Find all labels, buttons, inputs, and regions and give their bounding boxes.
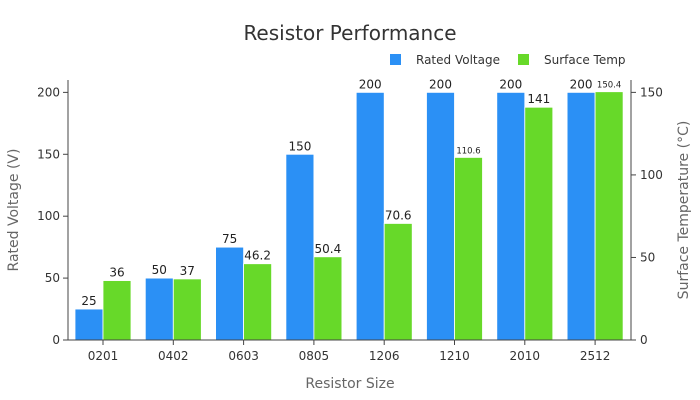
right-tick-label: 0: [640, 333, 648, 347]
bars-group: [74, 91, 624, 341]
legend-swatch-rated-voltage: [390, 54, 401, 65]
left-tick-label: 50: [45, 271, 60, 285]
data-label-surface-temp-1206: 70.6: [385, 208, 412, 222]
bar-rated-voltage-2512: [566, 91, 596, 341]
data-label-surface-temp-0603: 46.2: [244, 249, 271, 263]
left-tick-label: 0: [52, 333, 60, 347]
bar-surface-temp-2010: [524, 106, 554, 341]
x-ticks: 0201 0402 0603 0805 1206 1210 2010 2512: [88, 340, 611, 363]
right-tick-label: 150: [640, 85, 663, 99]
x-axis-title: Resistor Size: [305, 376, 394, 392]
left-tick-label: 100: [37, 209, 60, 223]
x-tick-label-0201: 0201: [88, 349, 119, 363]
data-label-rated-voltage-1210: 200: [429, 77, 452, 91]
bar-surface-temp-2512: [594, 91, 624, 341]
legend-label-rated-voltage: Rated Voltage: [416, 53, 500, 67]
legend-label-surface-temp: Surface Temp: [544, 53, 626, 67]
bar-rated-voltage-1206: [355, 91, 385, 341]
right-y-axis-title: Surface Temperature (°C): [676, 121, 692, 300]
left-y-axis-title: Rated Voltage (V): [6, 149, 22, 272]
data-label-rated-voltage-0805: 150: [288, 139, 311, 153]
data-label-rated-voltage-0603: 75: [222, 232, 237, 246]
bar-surface-temp-1206: [383, 223, 413, 341]
legend: Rated Voltage Surface Temp: [390, 53, 626, 67]
bar-rated-voltage-1210: [426, 91, 455, 341]
data-label-surface-temp-0402: 37: [180, 264, 195, 278]
data-label-rated-voltage-2010: 200: [499, 77, 522, 91]
data-label-surface-temp-0805: 50.4: [315, 242, 342, 256]
chart-title: Resistor Performance: [243, 21, 456, 45]
right-tick-label: 50: [640, 250, 655, 264]
data-label-surface-temp-2010: 141: [527, 92, 550, 106]
left-tick-label: 200: [37, 85, 60, 99]
bar-rated-voltage-0603: [215, 246, 245, 341]
x-tick-label-0402: 0402: [158, 349, 189, 363]
data-label-surface-temp-2512: 150.4: [597, 81, 621, 91]
x-tick-label-0603: 0603: [228, 349, 259, 363]
bar-surface-temp-0805: [313, 256, 343, 341]
bar-rated-voltage-0402: [144, 277, 174, 341]
data-label-rated-voltage-2512: 200: [570, 77, 593, 91]
bar-labels-group: 25 36 50 37 75 46.2 150 50.4 200 70.6 200 110.6 200 1…: [81, 77, 621, 308]
x-tick-label-2512: 2512: [580, 349, 611, 363]
bar-surface-temp-0201: [102, 280, 132, 341]
left-y-ticks: 0 50 100 150 200: [37, 85, 68, 347]
data-label-surface-temp-1210: 110.6: [456, 146, 480, 156]
data-label-rated-voltage-0201: 25: [81, 294, 96, 308]
bar-surface-temp-1210: [454, 157, 483, 341]
right-tick-label: 100: [640, 168, 663, 182]
x-tick-label-1210: 1210: [439, 349, 470, 363]
bar-surface-temp-0603: [243, 263, 273, 341]
legend-swatch-surface-temp: [518, 54, 529, 65]
data-label-surface-temp-0201: 36: [109, 266, 124, 280]
x-tick-label-1206: 1206: [369, 349, 400, 363]
right-y-ticks: 0 50 100 150: [631, 85, 663, 347]
bar-rated-voltage-0805: [285, 153, 315, 341]
left-tick-label: 150: [37, 147, 60, 161]
bar-rated-voltage-0201: [74, 308, 104, 341]
data-label-rated-voltage-0402: 50: [152, 263, 167, 277]
x-tick-label-2010: 2010: [510, 349, 541, 363]
data-label-rated-voltage-1206: 200: [359, 77, 382, 91]
bar-rated-voltage-2010: [496, 91, 526, 341]
axes-group: [67, 80, 632, 341]
bar-surface-temp-0402: [172, 278, 202, 341]
x-tick-label-0805: 0805: [299, 349, 330, 363]
